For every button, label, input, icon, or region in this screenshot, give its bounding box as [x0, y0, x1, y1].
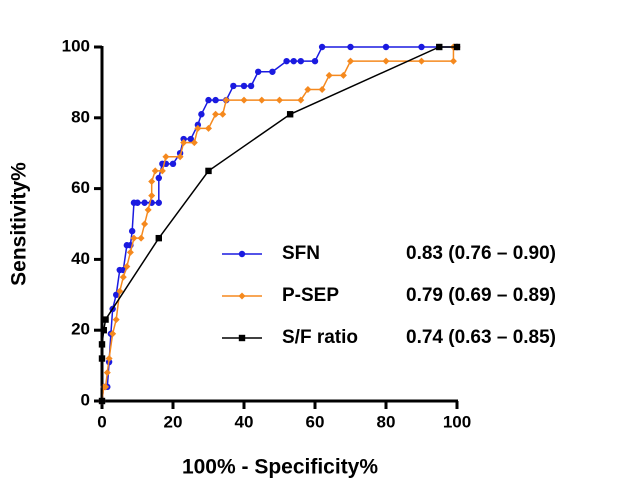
- point: [318, 85, 326, 93]
- point: [325, 71, 333, 79]
- y-axis-label: Sensitivity%: [8, 162, 31, 286]
- x-tick-label: 100: [443, 412, 471, 431]
- point: [318, 43, 326, 51]
- point: [180, 135, 187, 143]
- legend-name: P-SEP: [282, 285, 339, 306]
- point: [453, 43, 461, 51]
- point: [162, 153, 170, 161]
- point: [109, 330, 117, 338]
- point: [105, 355, 113, 363]
- legend-auc: 0.83 (0.76 – 0.90): [406, 243, 556, 264]
- point: [128, 227, 136, 235]
- point: [247, 82, 255, 90]
- point: [98, 341, 106, 348]
- point: [205, 167, 212, 175]
- point: [176, 153, 184, 161]
- point: [382, 57, 390, 65]
- point: [158, 167, 166, 175]
- x-tick-label: 20: [164, 412, 183, 431]
- point: [198, 111, 205, 118]
- point: [347, 57, 354, 65]
- point: [126, 248, 134, 256]
- point: [137, 234, 145, 242]
- legend-auc: 0.74 (0.63 – 0.85): [406, 327, 556, 348]
- point: [339, 71, 347, 79]
- roc-line: [101, 46, 457, 401]
- point: [102, 383, 110, 391]
- point: [418, 57, 425, 65]
- point: [269, 68, 276, 75]
- y-tick-label: 40: [71, 249, 90, 268]
- y-tick-label: 80: [71, 107, 90, 126]
- point: [311, 57, 319, 65]
- point: [130, 234, 138, 242]
- point: [449, 57, 457, 65]
- point: [222, 96, 230, 104]
- point: [219, 110, 227, 118]
- point: [347, 43, 354, 51]
- point: [436, 43, 443, 51]
- point: [144, 206, 152, 214]
- point: [98, 397, 106, 405]
- point: [151, 167, 159, 175]
- point: [123, 262, 131, 270]
- point: [240, 82, 248, 90]
- point: [141, 220, 149, 228]
- y-tick-label: 0: [81, 390, 90, 409]
- point: [212, 96, 219, 104]
- point: [113, 291, 120, 298]
- point: [155, 174, 162, 182]
- point: [141, 199, 148, 206]
- legend-auc: 0.79 (0.69 – 0.89): [406, 285, 556, 306]
- point: [255, 68, 262, 75]
- point: [119, 273, 127, 281]
- x-tick-label: 0: [97, 412, 106, 431]
- point: [155, 199, 162, 206]
- point: [194, 121, 202, 129]
- point: [103, 369, 111, 377]
- legend-marker: [238, 292, 246, 300]
- point: [286, 111, 294, 118]
- point: [304, 85, 312, 93]
- point: [258, 96, 266, 104]
- point: [187, 135, 194, 143]
- point: [205, 96, 212, 104]
- x-axis-label: 100% - Specificity%: [182, 456, 378, 479]
- y-tick-label: 20: [71, 320, 90, 339]
- point: [297, 96, 305, 104]
- point: [112, 316, 120, 324]
- point: [230, 82, 237, 90]
- legend-name: SFN: [282, 243, 320, 264]
- point: [102, 316, 109, 323]
- point: [98, 355, 106, 362]
- point: [297, 57, 304, 65]
- x-tick-label: 60: [306, 412, 325, 431]
- point: [116, 287, 124, 295]
- point: [194, 124, 202, 132]
- point: [100, 327, 107, 334]
- point: [180, 139, 188, 147]
- point: [418, 43, 425, 51]
- y-tick-label: 60: [71, 178, 90, 197]
- point: [205, 124, 212, 132]
- y-tick-label: 100: [62, 36, 90, 55]
- point: [276, 96, 283, 104]
- legend-name: S/F ratio: [282, 327, 358, 348]
- point: [190, 139, 198, 147]
- point: [134, 199, 141, 206]
- point: [290, 57, 297, 65]
- point: [148, 192, 156, 200]
- point: [283, 57, 290, 65]
- point: [148, 178, 156, 186]
- x-tick-label: 80: [377, 412, 396, 431]
- point: [382, 43, 390, 51]
- legend-marker: [238, 334, 246, 342]
- point: [155, 234, 162, 242]
- point: [212, 110, 220, 118]
- legend-marker: [238, 250, 246, 258]
- x-tick-label: 40: [235, 412, 254, 431]
- point: [169, 160, 177, 168]
- point: [240, 96, 248, 104]
